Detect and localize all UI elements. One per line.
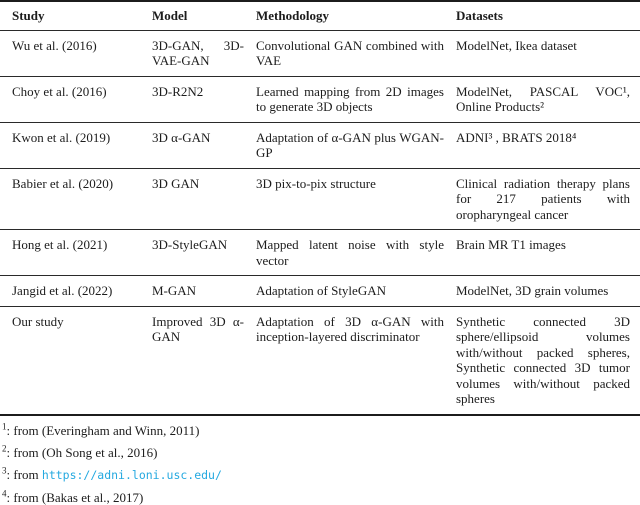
footnote-text: : from (Oh Song et al., 2016) <box>6 444 158 460</box>
table-header-row: Study Model Methodology Datasets <box>0 1 640 31</box>
adni-link[interactable]: https://adni.loni.usc.edu/ <box>41 467 222 482</box>
table-row-our-study: Our study Improved 3D α-GAN Adaptation o… <box>0 305 640 415</box>
footnote-4: 4: from (Bakas et al., 2017) <box>2 488 628 505</box>
cell-study: Kwon et al. (2019) <box>0 121 152 168</box>
table-row-hong-2021: Hong et al. (2021) 3D-StyleGAN Mapped la… <box>0 229 640 276</box>
cell-study: Babier et al. (2020) <box>0 167 152 230</box>
cell-datasets: Brain MR T1 images <box>456 229 640 276</box>
footnote-marker: 1 <box>2 421 7 432</box>
footnotes: 1: from (Everingham and Winn, 2011) 2: f… <box>0 416 640 505</box>
footnote-marker: 2 <box>2 443 7 454</box>
cell-datasets: Synthetic connected 3D sphere/ellipsoid … <box>456 305 640 415</box>
cell-study: Jangid et al. (2022) <box>0 275 152 306</box>
cell-methodology: Adaptation of StyleGAN <box>256 275 456 306</box>
column-header-model: Model <box>152 1 256 31</box>
table-row-choy-2016: Choy et al. (2016) 3D-R2N2 Learned mappi… <box>0 75 640 122</box>
cell-datasets: Clinical radiation therapy plans for 217… <box>456 167 640 230</box>
footnote-marker: 3 <box>2 465 7 476</box>
cell-datasets: ModelNet, Ikea dataset <box>456 29 640 76</box>
footnote-2: 2: from (Oh Song et al., 2016) <box>2 443 628 460</box>
cell-methodology: Convolutional GAN combined with VAE <box>256 29 456 76</box>
related-work-table: Study Model Methodology Datasets Wu et a… <box>0 0 640 416</box>
column-header-study: Study <box>0 1 152 31</box>
footnote-3: 3: from https://adni.loni.usc.edu/ <box>2 465 628 483</box>
column-header-methodology: Methodology <box>256 1 456 31</box>
cell-study: Wu et al. (2016) <box>0 29 152 76</box>
cell-study: Our study <box>0 305 152 415</box>
cell-methodology: Learned mapping from 2D images to genera… <box>256 75 456 122</box>
cell-methodology: Adaptation of 3D α-GAN with inception-la… <box>256 305 456 415</box>
footnote-text: : from <box>6 466 42 482</box>
footnote-text: : from (Everingham and Winn, 2011) <box>6 422 200 438</box>
cell-methodology: 3D pix-to-pix structure <box>256 167 456 230</box>
cell-model: Improved 3D α-GAN <box>152 305 256 415</box>
table-row-kwon-2019: Kwon et al. (2019) 3D α-GAN Adaptation o… <box>0 121 640 168</box>
cell-model: M-GAN <box>152 275 256 306</box>
cell-model: 3D GAN <box>152 167 256 230</box>
cell-model: 3D α-GAN <box>152 121 256 168</box>
cell-study: Hong et al. (2021) <box>0 229 152 276</box>
cell-methodology: Adaptation of α-GAN plus WGAN-GP <box>256 121 456 168</box>
table-row-babier-2020: Babier et al. (2020) 3D GAN 3D pix-to-pi… <box>0 167 640 230</box>
cell-study: Choy et al. (2016) <box>0 75 152 122</box>
column-header-datasets: Datasets <box>456 1 640 31</box>
cell-model: 3D-StyleGAN <box>152 229 256 276</box>
footnote-text: : from (Bakas et al., 2017) <box>6 489 144 505</box>
footnote-marker: 4 <box>2 488 7 499</box>
cell-datasets: ModelNet, PASCAL VOC¹, Online Products² <box>456 75 640 122</box>
cell-methodology: Mapped latent noise with style vector <box>256 229 456 276</box>
table-row-wu-2016: Wu et al. (2016) 3D-GAN, 3D-VAE-GAN Conv… <box>0 29 640 76</box>
cell-datasets: ModelNet, 3D grain volumes <box>456 275 640 306</box>
table-row-jangid-2022: Jangid et al. (2022) M-GAN Adaptation of… <box>0 275 640 306</box>
footnote-1: 1: from (Everingham and Winn, 2011) <box>2 421 628 438</box>
cell-datasets: ADNI³ , BRATS 2018⁴ <box>456 121 640 168</box>
cell-model: 3D-R2N2 <box>152 75 256 122</box>
cell-model: 3D-GAN, 3D-VAE-GAN <box>152 29 256 76</box>
